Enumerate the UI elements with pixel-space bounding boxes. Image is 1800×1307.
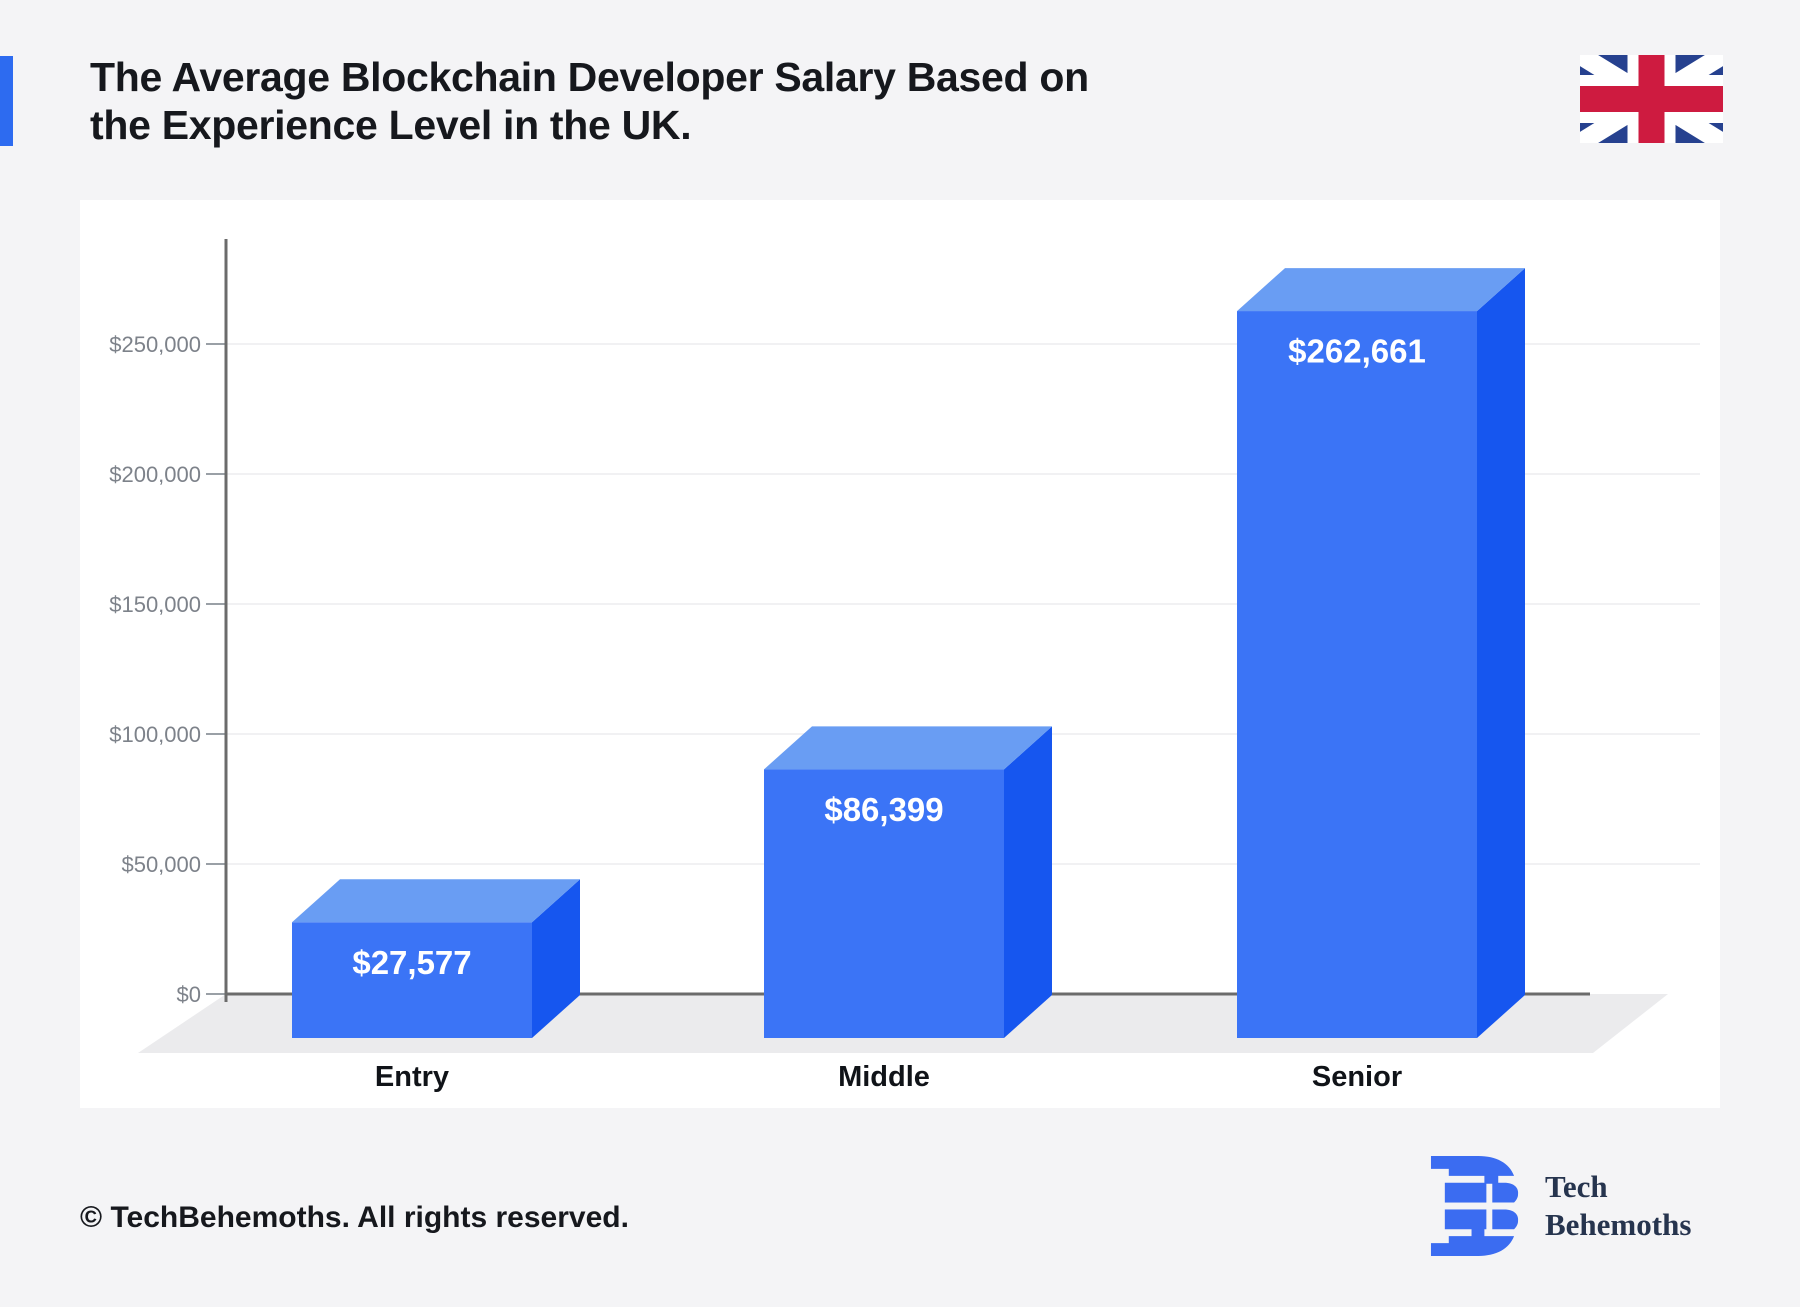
title-accent-bar xyxy=(0,56,13,146)
bar-side-face-senior xyxy=(1477,268,1525,1038)
page-title-line2: the Experience Level in the UK. xyxy=(90,102,692,148)
bar-chart-3d: $0 $50,000 $100,000 $150,000 $200,000 $250,00… xyxy=(109,239,1700,1093)
x-category-label-senior: Senior xyxy=(1312,1061,1402,1093)
uk-flag-icon xyxy=(1580,55,1723,143)
logo-text-line1: Tech xyxy=(1545,1169,1608,1204)
y-tick-label: $100,000 xyxy=(109,722,201,747)
y-tick-label: $200,000 xyxy=(109,462,201,487)
page-title: The Average Blockchain Developer Salary … xyxy=(90,53,1089,149)
bar-side-face-entry xyxy=(532,879,580,1038)
y-tick-label: $150,000 xyxy=(109,592,201,617)
bar-top-face-entry xyxy=(292,879,580,923)
y-tick-label: $250,000 xyxy=(109,332,201,357)
techbehemoths-logo-mark-icon xyxy=(1430,1156,1519,1256)
bar-front-face-entry xyxy=(292,922,532,1038)
bar-front-face-middle xyxy=(764,769,1004,1038)
bar-value-label-middle: $86,399 xyxy=(824,791,943,828)
chart-card: $0 $50,000 $100,000 $150,000 $200,000 $250,00… xyxy=(80,200,1720,1108)
page-title-line1: The Average Blockchain Developer Salary … xyxy=(90,54,1089,100)
y-tick-label: $50,000 xyxy=(121,852,201,877)
bar-side-face-middle xyxy=(1004,726,1052,1038)
techbehemoths-logo: Tech Behemoths xyxy=(1429,1156,1691,1256)
y-tick-label: $0 xyxy=(177,982,201,1007)
bar-top-face-senior xyxy=(1237,268,1525,312)
bar-value-label-entry: $27,577 xyxy=(352,944,471,981)
x-category-label-middle: Middle xyxy=(838,1061,930,1093)
bar-front-face-senior xyxy=(1237,311,1477,1038)
copyright-text: © TechBehemoths. All rights reserved. xyxy=(80,1201,629,1234)
x-category-label-entry: Entry xyxy=(375,1061,449,1093)
logo-text-line2: Behemoths xyxy=(1545,1207,1692,1242)
bar-value-label-senior: $262,661 xyxy=(1288,333,1426,370)
bar-top-face-middle xyxy=(764,726,1052,770)
techbehemoths-logo-text: Tech Behemoths xyxy=(1545,1168,1691,1244)
